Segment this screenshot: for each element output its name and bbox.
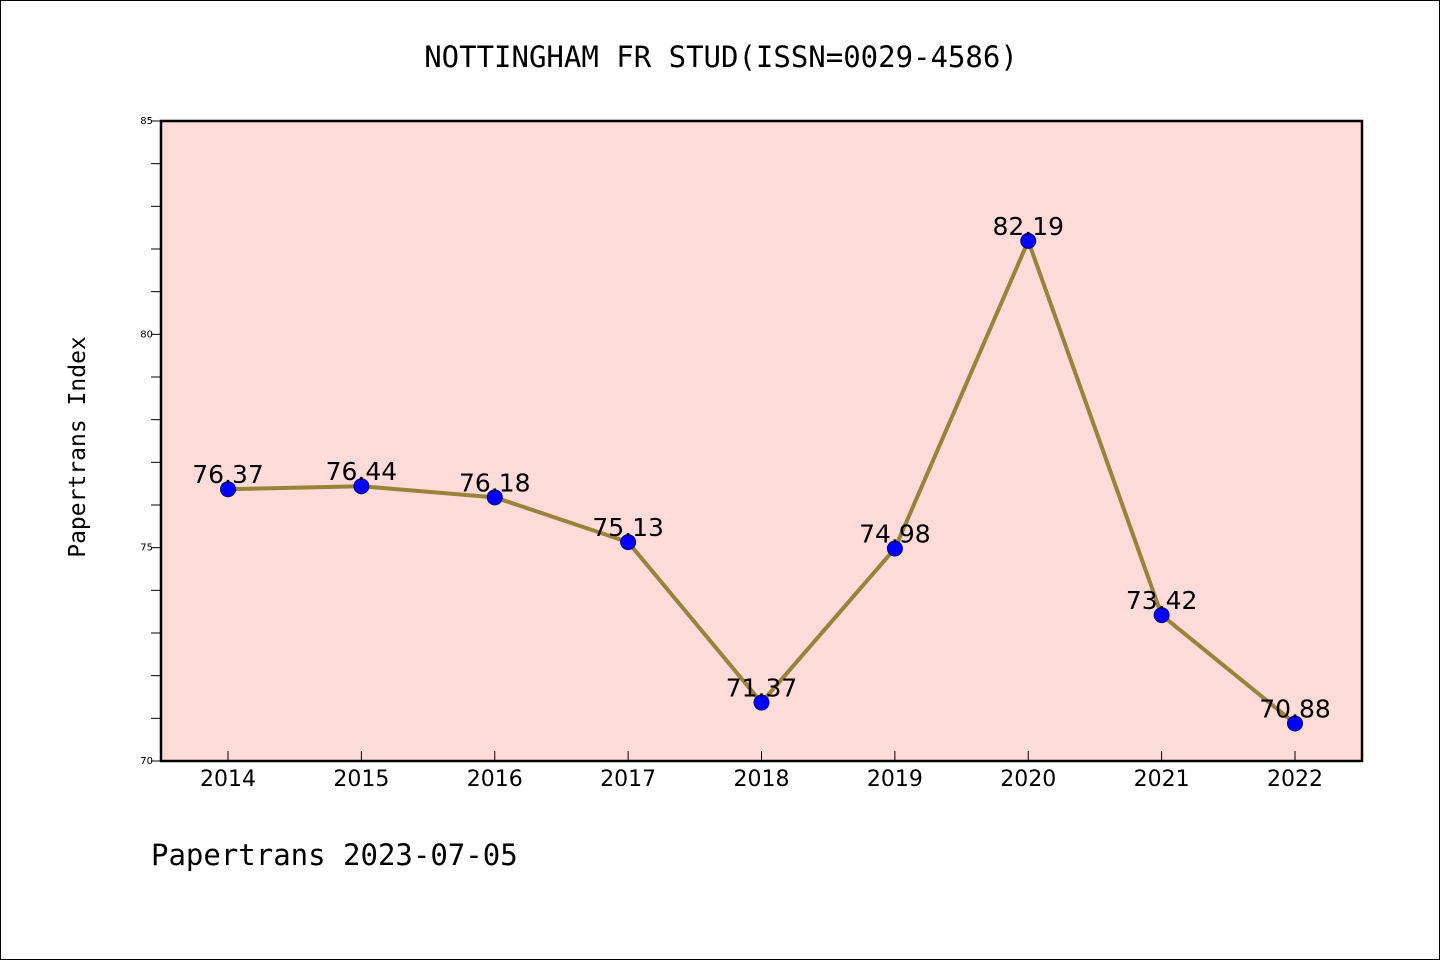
x-tick-label: 2016 [467, 767, 523, 792]
data-label: 75.13 [592, 513, 664, 542]
y-axis-label: Papertrans Index [65, 336, 91, 558]
x-axis: 2014 2015 2016 2017 2018 2019 2020 2021 2022 [200, 751, 1323, 792]
x-tick-label: 2015 [333, 767, 389, 792]
data-label: 74.98 [859, 520, 931, 549]
data-labels: 76.37 76.44 76.18 75.13 71.37 74.98 82.19 73.42… [192, 212, 1331, 724]
data-point [486, 489, 503, 506]
y-tick-label: 80 [140, 329, 153, 340]
data-label: 76.37 [192, 460, 264, 489]
x-tick-label: 2017 [600, 767, 656, 792]
data-label: 70.88 [1259, 694, 1331, 723]
data-point [620, 534, 637, 551]
x-tick-label: 2018 [734, 767, 790, 792]
data-point [353, 478, 370, 495]
chart-title: NOTTINGHAM FR STUD(ISSN=0029-4586) [424, 40, 1018, 74]
x-tick-label: 2019 [867, 767, 923, 792]
data-point [886, 540, 903, 557]
data-label: 82.19 [992, 212, 1064, 241]
data-point [1153, 607, 1170, 624]
footer-text: Papertrans 2023-07-05 [151, 838, 518, 872]
data-point [753, 694, 770, 711]
x-tick-label: 2022 [1267, 767, 1323, 792]
data-label: 76.44 [326, 457, 398, 486]
data-label: 76.18 [459, 468, 531, 497]
data-label: 71.37 [726, 674, 798, 703]
y-tick-label: 70 [140, 756, 153, 767]
y-tick-label: 75 [140, 543, 153, 554]
data-label: 73.42 [1126, 586, 1198, 615]
y-tick-label: 85 [140, 116, 153, 127]
x-tick-label: 2021 [1134, 767, 1190, 792]
data-points [220, 232, 1303, 732]
x-tick-label: 2014 [200, 767, 256, 792]
data-point [1287, 715, 1303, 732]
plot-area [159, 119, 1364, 763]
x-tick-label: 2020 [1000, 767, 1056, 792]
data-point [1020, 232, 1037, 249]
data-point [220, 481, 236, 498]
y-axis: 70 75 80 85 [140, 116, 161, 767]
